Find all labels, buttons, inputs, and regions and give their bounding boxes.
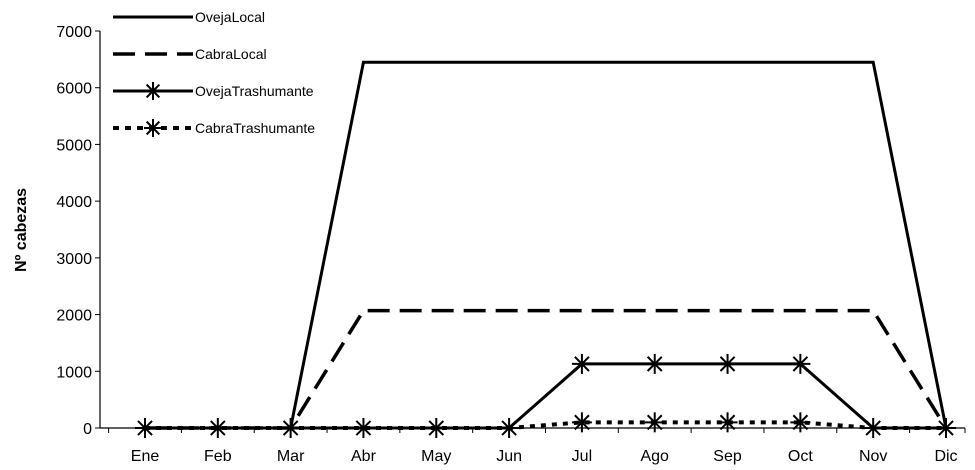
x-tick-label: Abr bbox=[351, 448, 377, 465]
x-tick-label: Ago bbox=[640, 448, 669, 465]
x-tick-label: Feb bbox=[204, 448, 232, 465]
data-point-ovejatrashumante bbox=[790, 353, 811, 374]
data-point-ovejatrashumante bbox=[936, 418, 956, 438]
y-tick-label: 5000 bbox=[56, 137, 92, 154]
x-ticks: Ene Feb Mar Abr May Jun Jul Ago Sep Oct Nov Dic bbox=[108, 428, 966, 465]
series-line-ovejalocal bbox=[145, 60, 948, 430]
y-tick-label: 4000 bbox=[56, 194, 92, 211]
y-axis-label: Nº cabezas bbox=[13, 188, 30, 272]
series-group bbox=[135, 60, 956, 438]
x-tick-label: Nov bbox=[859, 448, 887, 465]
series-line-ovejatrashumante bbox=[145, 362, 946, 430]
legend-marker-icon bbox=[144, 82, 162, 100]
data-point-cabratrashumante bbox=[790, 412, 811, 433]
series-line-cabratrashumante bbox=[145, 420, 946, 430]
data-point-ovejatrashumante bbox=[353, 418, 374, 438]
y-tick-label: 3000 bbox=[56, 251, 92, 268]
y-tick-label: 6000 bbox=[56, 81, 92, 98]
data-point-cabratrashumante bbox=[571, 412, 592, 433]
x-tick-label: Dic bbox=[934, 448, 957, 465]
x-tick-label: May bbox=[421, 448, 451, 465]
x-tick-label: Ene bbox=[131, 448, 160, 465]
y-tick-label: 0 bbox=[83, 421, 92, 438]
legend-label: OvejaTrashumante bbox=[195, 83, 314, 99]
data-point-cabratrashumante bbox=[717, 412, 738, 433]
data-point-ovejatrashumante bbox=[571, 353, 592, 374]
x-tick-label: Mar bbox=[277, 448, 305, 465]
legend-label: CabraLocal bbox=[195, 46, 267, 62]
legend: OvejaLocal CabraLocal OvejaTrashumante Cabr… bbox=[113, 9, 315, 137]
data-point-ovejatrashumante bbox=[717, 353, 738, 374]
x-tick-label: Sep bbox=[713, 448, 742, 465]
y-ticks: 0 1000 2000 3000 4000 5000 6000 7000 bbox=[56, 24, 100, 438]
x-tick-label: Jul bbox=[572, 448, 592, 465]
data-point-cabratrashumante bbox=[644, 412, 665, 433]
x-tick-label: Oct bbox=[788, 448, 813, 465]
legend-marker-icon bbox=[144, 119, 162, 137]
series-line-cabralocal bbox=[145, 308, 948, 430]
y-tick-label: 2000 bbox=[56, 308, 92, 325]
data-point-ovejatrashumante bbox=[644, 353, 665, 374]
y-tick-label: 1000 bbox=[56, 364, 92, 381]
legend-label: CabraTrashumante bbox=[195, 120, 315, 136]
y-tick-label: 7000 bbox=[56, 24, 92, 41]
x-tick-label: Jun bbox=[496, 448, 522, 465]
legend-label: OvejaLocal bbox=[195, 9, 265, 25]
